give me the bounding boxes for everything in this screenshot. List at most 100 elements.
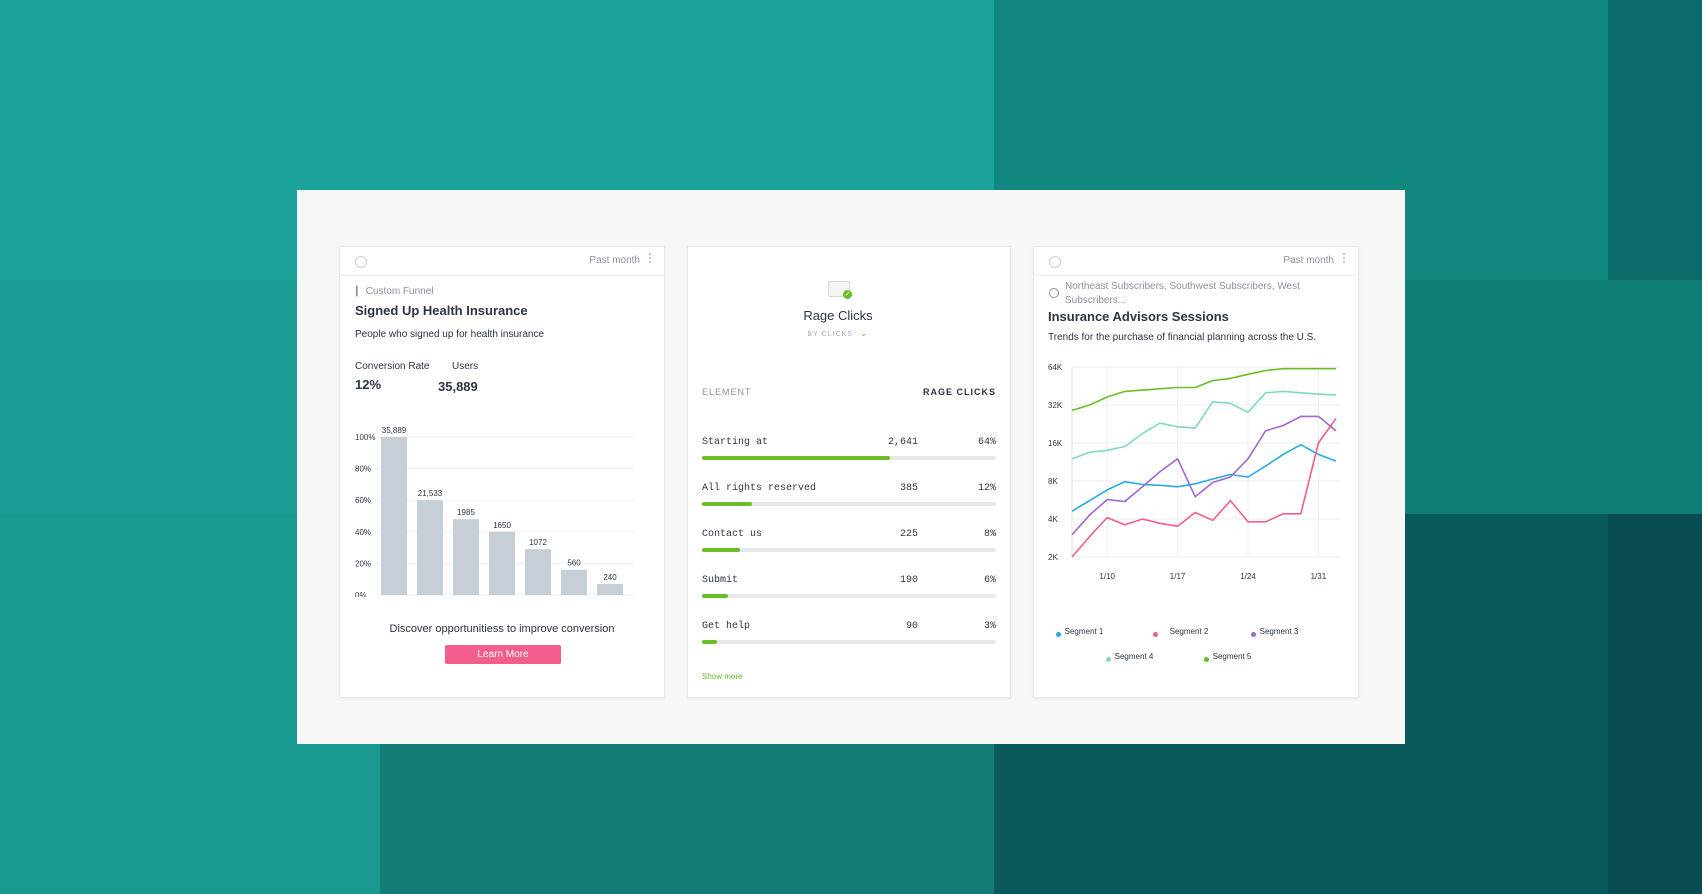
legend-segment-5[interactable]: Segment 5 bbox=[1212, 652, 1252, 661]
column-header-rage-clicks[interactable]: RAGE CLICKS bbox=[922, 387, 996, 397]
progress-fill bbox=[702, 594, 729, 598]
show-more-link[interactable]: Show more bbox=[702, 672, 743, 681]
row-percent: 3% bbox=[983, 621, 996, 632]
row-label: All rights reserved bbox=[702, 483, 817, 494]
progress-fill bbox=[702, 640, 717, 644]
funnel-card: Past month ⋮ ▎ Custom Funnel Signed Up H… bbox=[339, 246, 665, 698]
bar-data-label: 1650 bbox=[493, 521, 511, 530]
progress-track bbox=[702, 502, 996, 506]
x-tick-label: 1/31 bbox=[1311, 572, 1327, 581]
funnel-type-label: Custom Funnel bbox=[365, 286, 434, 297]
column-header-element: ELEMENT bbox=[702, 387, 752, 397]
sessions-line-chart: 64K 32K 16K 8K 4K 2K 1/10 1/17 1/24 1/31 bbox=[1048, 363, 1340, 581]
stat-label-conversion: Conversion Rate bbox=[355, 361, 430, 372]
y-tick-label: 80% bbox=[355, 465, 371, 474]
background-block bbox=[1608, 0, 1702, 280]
row-count: 90 bbox=[905, 621, 918, 632]
card-description: Trends for the purchase of financial pla… bbox=[1048, 332, 1317, 343]
progress-track bbox=[702, 594, 996, 598]
period-label[interactable]: Past month bbox=[1283, 255, 1334, 266]
rage-row[interactable]: Contact us 225 8% bbox=[702, 529, 996, 557]
row-label: Contact us bbox=[702, 529, 763, 540]
legend-segment-3[interactable]: Segment 3 bbox=[1259, 627, 1299, 636]
more-vertical-icon[interactable]: ⋮ bbox=[1338, 251, 1350, 265]
circle-icon bbox=[1049, 256, 1061, 268]
screenshot-check-icon: ✓ bbox=[828, 281, 852, 299]
stat-value-users: 35,889 bbox=[438, 379, 478, 394]
card-title: Signed Up Health Insurance bbox=[355, 303, 528, 318]
legend-dot bbox=[1204, 657, 1209, 662]
funnel-bar bbox=[597, 583, 623, 595]
sessions-card: Past month ⋮ Northeast Subscribers, Sout… bbox=[1033, 246, 1359, 698]
funnel-bar bbox=[525, 549, 551, 595]
dashboard-panel: Past month ⋮ ▎ Custom Funnel Signed Up H… bbox=[297, 190, 1405, 744]
row-count: 225 bbox=[899, 529, 918, 540]
background-block bbox=[1608, 514, 1702, 894]
card-header: Past month ⋮ bbox=[1034, 247, 1358, 276]
progress-fill bbox=[702, 548, 741, 552]
row-label: Starting at bbox=[702, 437, 769, 448]
stat-label-users: Users bbox=[452, 361, 479, 372]
legend-dot bbox=[1056, 632, 1061, 637]
row-count: 190 bbox=[899, 575, 918, 586]
legend-segment-1[interactable]: Segment 1 bbox=[1064, 627, 1104, 636]
bar-data-label: 240 bbox=[603, 573, 617, 582]
bar-data-label: 35,889 bbox=[382, 426, 407, 435]
series-line bbox=[1071, 367, 1336, 412]
legend-dot bbox=[1106, 657, 1111, 662]
funnel-bar bbox=[489, 531, 515, 595]
row-label: Submit bbox=[702, 575, 739, 586]
progress-fill bbox=[702, 502, 752, 506]
x-tick-label: 1/17 bbox=[1170, 572, 1186, 581]
bar-data-label: 1985 bbox=[457, 508, 475, 517]
bar-data-label: 560 bbox=[567, 559, 581, 568]
bar-data-label: 1072 bbox=[529, 538, 547, 547]
funnel-type: ▎ Custom Funnel bbox=[356, 286, 434, 297]
row-percent: 6% bbox=[983, 575, 996, 586]
card-description: People who signed up for health insuranc… bbox=[355, 329, 545, 340]
funnel-bar bbox=[417, 500, 443, 595]
progress-track bbox=[702, 548, 996, 552]
rage-row[interactable]: All rights reserved 385 12% bbox=[702, 483, 996, 511]
y-tick-label: 4K bbox=[1048, 515, 1058, 524]
cta-text: Discover opportunitiess to improve conve… bbox=[389, 623, 615, 635]
y-tick-label: 32K bbox=[1048, 401, 1063, 410]
legend-dot bbox=[1153, 632, 1158, 637]
metric-dropdown[interactable]: BY CLICKS ⌄ bbox=[688, 328, 988, 339]
progress-track bbox=[702, 640, 996, 644]
series-line bbox=[1071, 443, 1337, 512]
legend-segment-2[interactable]: Segment 2 bbox=[1169, 627, 1209, 636]
y-tick-label: 40% bbox=[355, 528, 371, 537]
rage-row[interactable]: Starting at 2,641 64% bbox=[702, 437, 996, 465]
legend-segment-4[interactable]: Segment 4 bbox=[1114, 652, 1154, 661]
rage-row[interactable]: Get help 90 3% bbox=[702, 621, 996, 649]
card-title: Rage Clicks bbox=[803, 308, 873, 323]
learn-more-button[interactable]: Learn More bbox=[445, 645, 561, 664]
metric-dropdown-label: BY CLICKS bbox=[807, 331, 853, 338]
funnel-bar bbox=[561, 569, 587, 595]
card-header: Past month ⋮ bbox=[340, 247, 664, 276]
y-tick-label: 20% bbox=[355, 559, 371, 568]
card-title: Insurance Advisors Sessions bbox=[1048, 309, 1229, 324]
row-label: Get help bbox=[702, 621, 751, 632]
series-line bbox=[1071, 390, 1337, 460]
y-tick-label: 16K bbox=[1048, 439, 1063, 448]
row-percent: 64% bbox=[977, 437, 996, 448]
bar-data-label: 21,533 bbox=[418, 489, 443, 498]
more-vertical-icon[interactable]: ⋮ bbox=[644, 251, 656, 265]
y-tick-label: 0% bbox=[355, 591, 367, 597]
rage-row[interactable]: Submit 190 6% bbox=[702, 575, 996, 603]
stat-value-conversion: 12% bbox=[355, 377, 382, 392]
legend-dot bbox=[1251, 632, 1256, 637]
y-tick-label: 100% bbox=[355, 433, 375, 442]
funnel-bar bbox=[381, 437, 407, 595]
segments-text[interactable]: Northeast Subscribers, Southwest Subscri… bbox=[1065, 281, 1300, 306]
funnel-bar bbox=[453, 519, 479, 595]
period-label[interactable]: Past month bbox=[589, 255, 640, 266]
y-tick-label: 8K bbox=[1048, 477, 1058, 486]
y-tick-label: 64K bbox=[1048, 363, 1063, 372]
progress-fill bbox=[702, 456, 891, 460]
progress-track bbox=[702, 456, 996, 460]
row-percent: 12% bbox=[977, 483, 996, 494]
funnel-bar-chart: 100%80%60%40%20%0%35,889Step 121,533Step… bbox=[355, 426, 634, 597]
